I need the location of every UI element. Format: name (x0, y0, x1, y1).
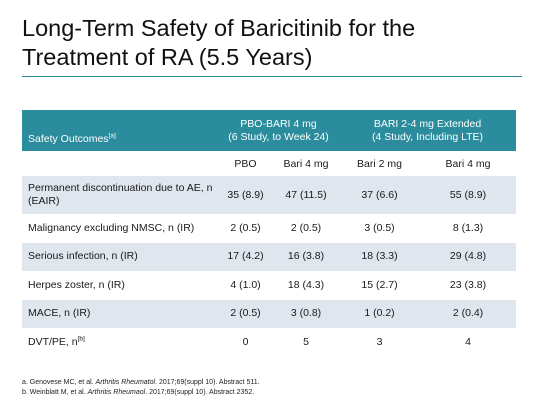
table-cell: 0 (218, 328, 273, 357)
table-header-row: Safety Outcomes[a] PBO-BARI 4 mg (6 Study… (22, 110, 517, 151)
row-label: Malignancy excluding NMSC, n (IR) (22, 214, 218, 243)
table-cell: 55 (8.9) (420, 176, 517, 214)
table-cell: 29 (4.8) (420, 242, 517, 271)
table-subheader-row: PBO Bari 4 mg Bari 2 mg Bari 4 mg (22, 151, 517, 176)
table-row: Herpes zoster, n (IR) 4 (1.0) 18 (4.3) 1… (22, 271, 517, 300)
table-cell: 16 (3.8) (273, 242, 340, 271)
header-group-pbo-bari-line1: PBO-BARI 4 mg (240, 117, 317, 130)
table-row: Permanent discontinuation due to AE, n (… (22, 176, 517, 214)
header-group-bari-extended: BARI 2-4 mg Extended (4 Study, Including … (339, 110, 517, 151)
footnote-a-prefix: a. Genovese MC, et al. (22, 379, 96, 386)
safety-table: Safety Outcomes[a] PBO-BARI 4 mg (6 Study… (22, 110, 517, 357)
table-cell: 2 (0.5) (273, 214, 340, 243)
table-cell: 4 (1.0) (218, 271, 273, 300)
subheader-cell: Bari 4 mg (420, 151, 517, 176)
footnote-b-prefix: b. Weinblatt M, et al. (22, 388, 88, 396)
footnote-a-suffix: . 2017;69(suppl 10). Abstract 511. (155, 379, 260, 386)
subheader-cell: Bari 2 mg (339, 151, 421, 176)
table-cell: 2 (0.5) (218, 299, 273, 328)
table-cell: 37 (6.6) (339, 176, 421, 214)
table-cell: 15 (2.7) (339, 271, 421, 300)
row-label-text: Serious infection, n (IR) (28, 250, 138, 263)
footnotes: a. Genovese MC, et al. Arthritis Rheumat… (22, 378, 522, 397)
table-row: Serious infection, n (IR) 17 (4.2) 16 (3… (22, 242, 517, 271)
table-cell: 18 (3.3) (339, 242, 421, 271)
row-label: Herpes zoster, n (IR) (22, 271, 218, 300)
header-safety-outcomes: Safety Outcomes[a] (22, 110, 218, 151)
table-row: Malignancy excluding NMSC, n (IR) 2 (0.5… (22, 214, 517, 243)
slide-title: Long-Term Safety of Baricitinib for the … (22, 15, 416, 70)
row-footnote-marker: [b] (77, 335, 85, 343)
footnote-b: b. Weinblatt M, et al. Arthritis Rheumao… (22, 388, 522, 398)
table-cell: 1 (0.2) (339, 299, 421, 328)
subheader-cell: Bari 4 mg (273, 151, 340, 176)
table-cell: 3 (339, 328, 421, 357)
footnote-a-journal: Arthritis Rheumatol (95, 379, 156, 386)
table-row: DVT/PE, n[b] 0 5 3 4 (22, 328, 517, 357)
table-cell: 4 (420, 328, 517, 357)
table-cell: 17 (4.2) (218, 242, 273, 271)
table-cell: 47 (11.5) (273, 176, 340, 214)
header-group-bari-extended-line2: (4 Study, Including LTE) (371, 130, 484, 143)
header-group-bari-extended-line1: BARI 2-4 mg Extended (373, 117, 482, 130)
header-group-pbo-bari: PBO-BARI 4 mg (6 Study, to Week 24) (218, 110, 340, 151)
header-group-pbo-bari-line2: (6 Study, to Week 24) (228, 130, 329, 143)
table-cell: 2 (0.4) (420, 299, 517, 328)
title-divider (22, 76, 522, 77)
subheader-cell: PBO (218, 151, 273, 176)
footnote-b-journal: Arthritis Rheumaol (87, 388, 146, 396)
table-cell: 18 (4.3) (273, 271, 340, 300)
row-label-text: DVT/PE, n (28, 335, 78, 348)
footnote-a: a. Genovese MC, et al. Arthritis Rheumat… (22, 378, 522, 388)
row-label: Serious infection, n (IR) (22, 242, 218, 271)
row-label: MACE, n (IR) (22, 299, 218, 328)
table-cell: 5 (273, 328, 340, 357)
table-cell: 2 (0.5) (218, 214, 273, 243)
footnote-b-suffix: . 2017;69(suppl 10). Abstract 2352. (145, 388, 255, 396)
table-cell: 23 (3.8) (420, 271, 517, 300)
header-footnote-marker: [a] (108, 132, 116, 140)
table-cell: 8 (1.3) (420, 214, 517, 243)
row-label-text: Herpes zoster, n (IR) (28, 278, 125, 291)
table-cell: 35 (8.9) (218, 176, 273, 214)
row-label-text: MACE, n (IR) (28, 307, 91, 320)
row-label-text: Malignancy excluding NMSC, n (IR) (28, 221, 195, 234)
table-cell: 3 (0.8) (273, 299, 340, 328)
row-label-text: Permanent discontinuation due to AE, n (… (28, 182, 213, 207)
header-safety-outcomes-label: Safety Outcomes (28, 133, 109, 145)
row-label: Permanent discontinuation due to AE, n (… (22, 176, 218, 214)
subheader-empty (22, 151, 218, 176)
row-label: DVT/PE, n[b] (22, 328, 218, 357)
table-cell: 3 (0.5) (339, 214, 421, 243)
table-row: MACE, n (IR) 2 (0.5) 3 (0.8) 1 (0.2) 2 (… (22, 299, 517, 328)
